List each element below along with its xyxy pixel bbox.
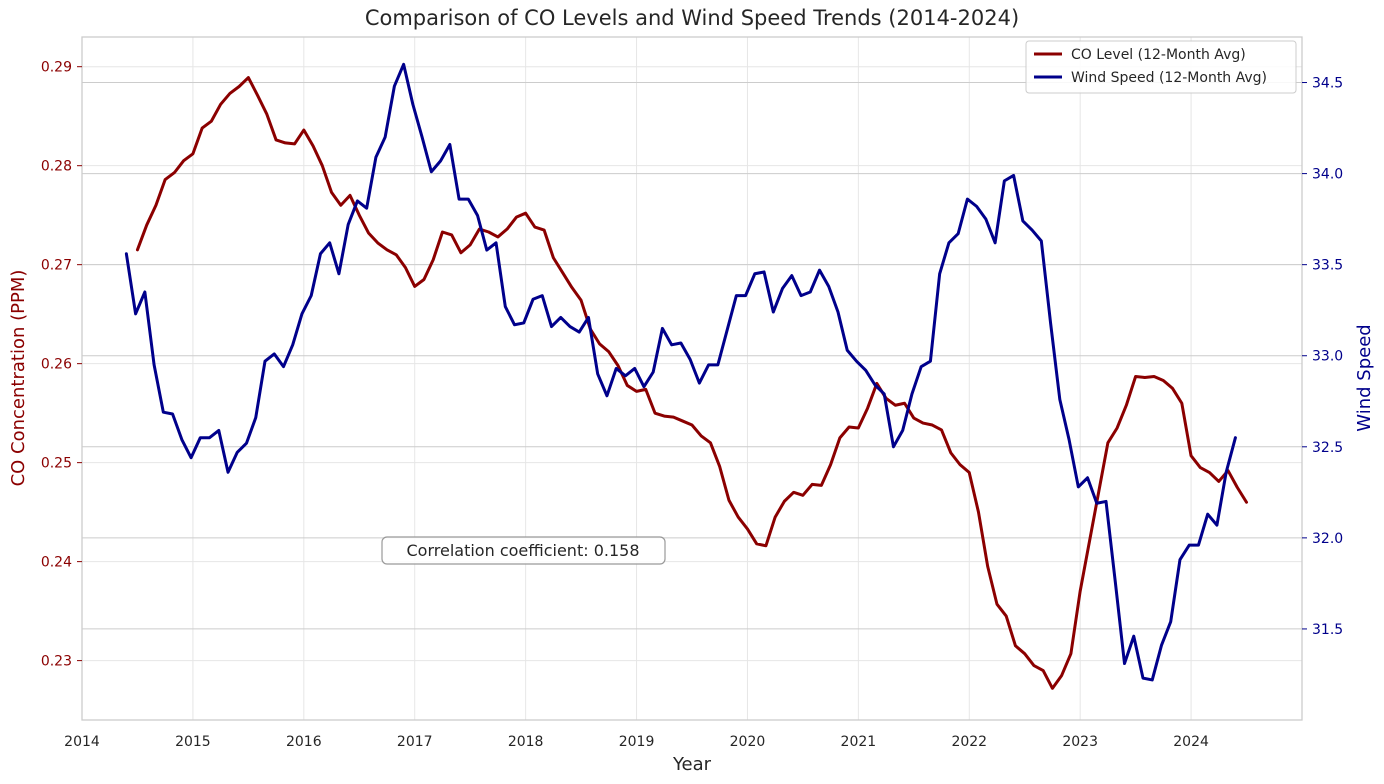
y-left-tick-label: 0.24	[41, 555, 72, 571]
chart-title: Comparison of CO Levels and Wind Speed T…	[365, 6, 1019, 30]
legend-wind-label: Wind Speed (12-Month Avg)	[1071, 70, 1267, 86]
y-left-tick-label: 0.26	[41, 357, 72, 373]
y-right-tick-label: 31.5	[1312, 622, 1343, 638]
y-left-tick-label: 0.25	[41, 456, 72, 472]
x-tick-label: 2020	[730, 734, 766, 750]
correlation-annotation: Correlation coefficient: 0.158	[381, 536, 666, 565]
wind-speed-line	[124, 62, 1237, 682]
y-right-tick-label: 33.0	[1312, 349, 1343, 365]
y-right-tick-label: 34.5	[1312, 76, 1343, 92]
legend-co-label: CO Level (12-Month Avg)	[1071, 47, 1246, 63]
x-tick-label: 2014	[64, 734, 100, 750]
y-axis-right-ticks: 31.5 32.0 32.5 33.0 33.5 34.0 34.5	[1302, 76, 1343, 638]
x-tick-label: 2016	[286, 734, 322, 750]
y-axis-left-ticks: 0.23 0.24 0.25 0.26 0.27 0.28 0.29	[41, 60, 82, 670]
x-tick-label: 2017	[397, 734, 433, 750]
x-tick-label: 2024	[1173, 734, 1209, 750]
y-left-tick-label: 0.23	[41, 654, 72, 670]
x-tick-label: 2023	[1062, 734, 1098, 750]
co-level-line	[135, 76, 1248, 690]
legend-box	[1025, 40, 1297, 94]
y-right-tick-label: 34.0	[1312, 167, 1343, 183]
y-right-tick-label: 32.5	[1312, 440, 1343, 456]
x-tick-label: 2015	[175, 734, 211, 750]
plot-frame	[81, 36, 1303, 721]
y-right-tick-label: 33.5	[1312, 258, 1343, 274]
plot-lines	[124, 62, 1248, 690]
x-tick-label: 2022	[951, 734, 987, 750]
x-tick-label: 2021	[841, 734, 877, 750]
y-axis-left-label: CO Concentration (PPM)	[8, 270, 29, 487]
annotation-text: Correlation coefficient: 0.158	[407, 541, 640, 560]
x-axis-label: Year	[672, 754, 712, 775]
annotation-box	[381, 536, 666, 565]
x-tick-label: 2018	[508, 734, 544, 750]
legend: CO Level (12-Month Avg) Wind Speed (12-M…	[1025, 40, 1297, 94]
x-axis-ticks: 2014 2015 2016 2017 2018 2019 2020 2021 2022 2023…	[64, 734, 1209, 750]
y-right-tick-label: 32.0	[1312, 531, 1343, 547]
x-tick-label: 2019	[619, 734, 655, 750]
y-left-tick-label: 0.28	[41, 159, 72, 175]
y-axis-right-label: Wind Speed	[1354, 324, 1375, 431]
y-left-tick-label: 0.29	[41, 60, 72, 76]
y-left-tick-label: 0.27	[41, 258, 72, 274]
